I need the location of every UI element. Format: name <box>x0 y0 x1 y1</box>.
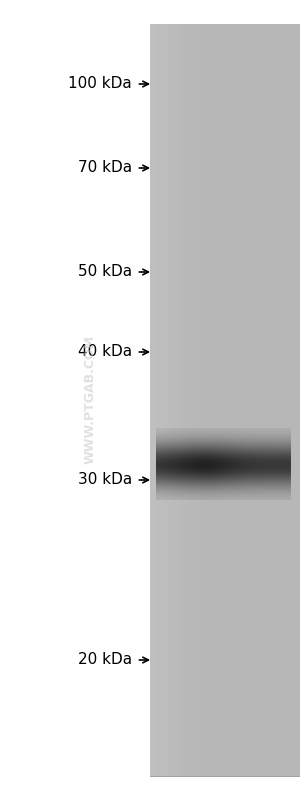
Bar <box>150 24 300 776</box>
Text: 100 kDa: 100 kDa <box>68 77 132 91</box>
Text: 30 kDa: 30 kDa <box>78 473 132 487</box>
Text: 40 kDa: 40 kDa <box>78 345 132 359</box>
Text: 20 kDa: 20 kDa <box>78 653 132 667</box>
Text: 70 kDa: 70 kDa <box>78 161 132 175</box>
Text: 50 kDa: 50 kDa <box>78 265 132 279</box>
Text: WWW.PTGAB.COM: WWW.PTGAB.COM <box>83 335 97 465</box>
